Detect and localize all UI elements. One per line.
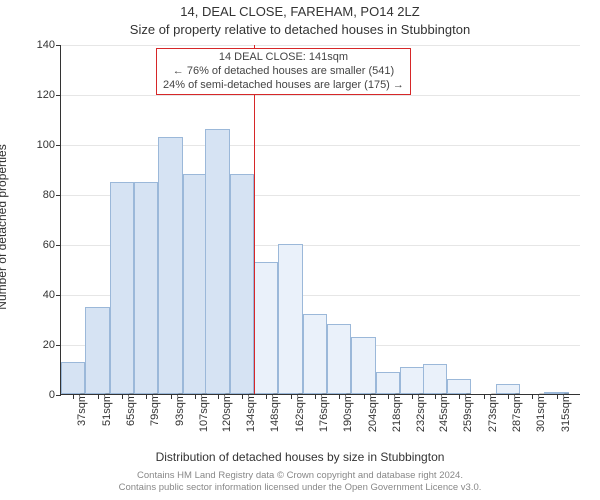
histogram-bar: [205, 129, 229, 394]
xtick-mark: [459, 394, 460, 399]
xtick-mark: [195, 394, 196, 399]
xtick-label: 65sqm: [125, 393, 137, 443]
xtick-label: 232sqm: [415, 393, 427, 443]
gridline: [61, 145, 580, 146]
histogram-bar: [254, 262, 278, 395]
xtick-label: 107sqm: [198, 393, 210, 443]
histogram-bar: [183, 174, 207, 394]
ytick-mark: [56, 395, 61, 396]
xtick-label: 93sqm: [174, 393, 186, 443]
xtick-mark: [484, 394, 485, 399]
xtick-label: 301sqm: [535, 393, 547, 443]
ytick-label: 60: [15, 239, 55, 251]
xtick-mark: [388, 394, 389, 399]
histogram-bar: [303, 314, 327, 394]
ytick-mark: [56, 245, 61, 246]
reference-line: [254, 45, 255, 394]
xtick-label: 245sqm: [438, 393, 450, 443]
xtick-label: 162sqm: [294, 393, 306, 443]
xtick-mark: [339, 394, 340, 399]
chart-subtitle: Size of property relative to detached ho…: [0, 22, 600, 37]
ytick-label: 100: [15, 139, 55, 151]
xtick-label: 37sqm: [76, 393, 88, 443]
footer-attribution: Contains HM Land Registry data © Crown c…: [0, 470, 600, 494]
chart-supertitle: 14, DEAL CLOSE, FAREHAM, PO14 2LZ: [0, 4, 600, 19]
xtick-mark: [218, 394, 219, 399]
xtick-mark: [412, 394, 413, 399]
xtick-mark: [508, 394, 509, 399]
ytick-mark: [56, 45, 61, 46]
xtick-label: 259sqm: [462, 393, 474, 443]
footer-line1: Contains HM Land Registry data © Crown c…: [137, 470, 463, 481]
xtick-label: 204sqm: [367, 393, 379, 443]
footer-line2: Contains public sector information licen…: [119, 482, 482, 493]
histogram-bar: [351, 337, 375, 395]
xtick-mark: [98, 394, 99, 399]
xtick-label: 51sqm: [101, 393, 113, 443]
ytick-mark: [56, 145, 61, 146]
xtick-mark: [435, 394, 436, 399]
ytick-label: 80: [15, 189, 55, 201]
xtick-label: 79sqm: [149, 393, 161, 443]
histogram-bar: [85, 307, 109, 395]
y-axis-label: Number of detached properties: [0, 144, 9, 309]
xtick-label: 287sqm: [511, 393, 523, 443]
histogram-bar: [278, 244, 302, 394]
ytick-mark: [56, 345, 61, 346]
xtick-mark: [266, 394, 267, 399]
xtick-mark: [242, 394, 243, 399]
ytick-label: 0: [15, 389, 55, 401]
histogram-bar: [61, 362, 85, 395]
xtick-mark: [73, 394, 74, 399]
xtick-label: 315sqm: [560, 393, 572, 443]
annotation-box: 14 DEAL CLOSE: 141sqm← 76% of detached h…: [156, 48, 411, 95]
histogram-bar: [134, 182, 158, 395]
xtick-mark: [291, 394, 292, 399]
xtick-mark: [146, 394, 147, 399]
ytick-label: 140: [15, 39, 55, 51]
histogram-bar: [400, 367, 424, 395]
histogram-bar: [447, 379, 471, 394]
xtick-label: 176sqm: [318, 393, 330, 443]
xtick-label: 190sqm: [342, 393, 354, 443]
xtick-mark: [171, 394, 172, 399]
histogram-bar: [327, 324, 351, 394]
histogram-bar: [423, 364, 447, 394]
annotation-line2: ← 76% of detached houses are smaller (54…: [163, 65, 404, 79]
x-axis-label: Distribution of detached houses by size …: [0, 450, 600, 464]
annotation-line3: 24% of semi-detached houses are larger (…: [163, 79, 404, 93]
ytick-label: 20: [15, 339, 55, 351]
xtick-label: 273sqm: [487, 393, 499, 443]
xtick-mark: [315, 394, 316, 399]
histogram-bar: [376, 372, 400, 395]
xtick-label: 134sqm: [245, 393, 257, 443]
histogram-bar: [230, 174, 254, 394]
gridline: [61, 45, 580, 46]
annotation-line1: 14 DEAL CLOSE: 141sqm: [163, 51, 404, 65]
xtick-label: 148sqm: [269, 393, 281, 443]
ytick-mark: [56, 195, 61, 196]
plot-area: 14 DEAL CLOSE: 141sqm← 76% of detached h…: [60, 45, 580, 395]
xtick-label: 218sqm: [391, 393, 403, 443]
xtick-mark: [532, 394, 533, 399]
xtick-label: 120sqm: [221, 393, 233, 443]
ytick-label: 120: [15, 89, 55, 101]
histogram-bar: [110, 182, 134, 395]
xtick-mark: [122, 394, 123, 399]
xtick-mark: [557, 394, 558, 399]
ytick-label: 40: [15, 289, 55, 301]
ytick-mark: [56, 295, 61, 296]
xtick-mark: [364, 394, 365, 399]
histogram-bar: [158, 137, 182, 395]
ytick-mark: [56, 95, 61, 96]
